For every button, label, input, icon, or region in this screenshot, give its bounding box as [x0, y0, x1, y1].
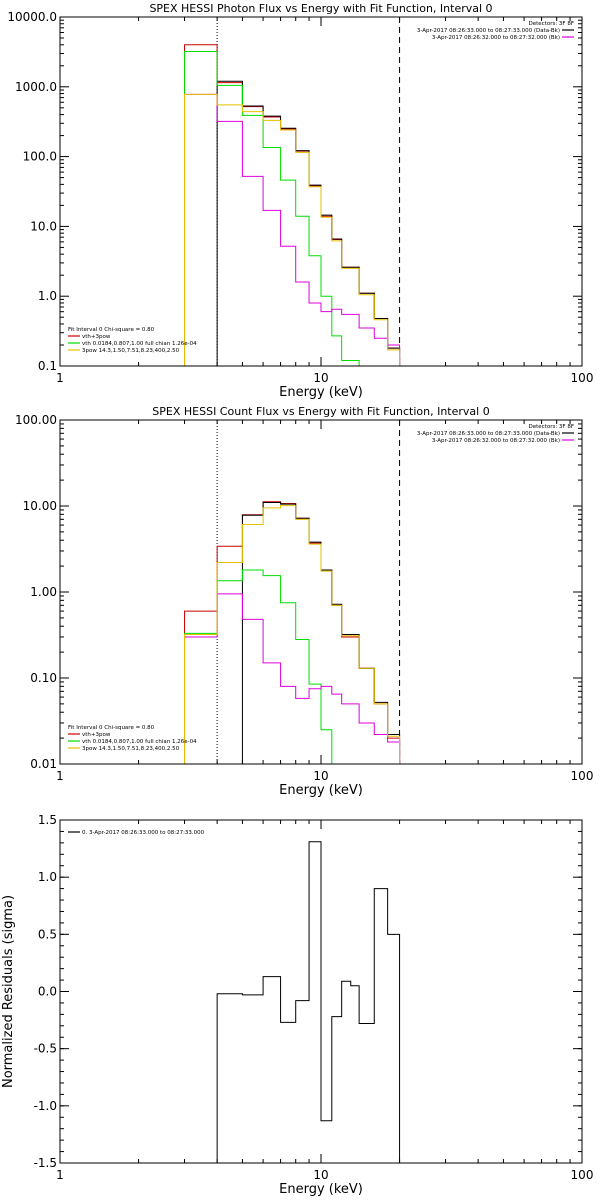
info-line: 3-Apr-2017 08:26:32.000 to 08:27:32.000 … — [432, 35, 560, 41]
info-line: Detectors: 3F 8F — [528, 21, 574, 27]
y-tick-label: 1.5 — [38, 813, 57, 827]
y-tick-label: 0.5 — [38, 927, 57, 941]
y-tick-label: -1.5 — [34, 1156, 57, 1170]
series-thermal-step-line — [184, 51, 360, 366]
y-tick-label: 0.0 — [38, 985, 57, 999]
chart-panel-2: SPEX HESSI Count Flux vs Energy with Fit… — [15, 405, 594, 798]
x-tick-label: 1 — [56, 1168, 64, 1182]
legend-entry: 3pow 14.3,1.50,7.51,8.23,400,2.50 — [82, 348, 180, 354]
info-box: Detectors: 3F 8F3-Apr-2017 08:26:33.000 … — [417, 424, 574, 444]
x-tick-label: 1 — [56, 769, 64, 783]
legend-entry: 3pow 14.3,1.50,7.51,8.23,400,2.50 — [82, 746, 180, 752]
series-total_model-step-line — [184, 93, 401, 366]
series-group — [216, 841, 401, 1163]
x-tick-label: 100 — [571, 1168, 594, 1182]
x-tick-label: 100 — [571, 371, 594, 385]
series-group — [184, 44, 401, 366]
y-tick-label: 100.0 — [23, 150, 57, 164]
y-tick-label: 10000.0 — [7, 10, 57, 24]
plot-frame — [59, 419, 583, 765]
legend: Fit Interval 0 Chi-square = 0.80vth+3pow… — [68, 725, 197, 752]
y-tick-label: 0.1 — [38, 359, 57, 373]
series-nonthermal-step-line — [184, 593, 401, 764]
y-tick-label: 1.0 — [38, 870, 57, 884]
info-box: Detectors: 3F 8F3-Apr-2017 08:26:33.000 … — [417, 21, 574, 41]
x-tick-label: 10 — [313, 1168, 328, 1182]
x-axis-label: Energy (keV) — [279, 385, 363, 400]
y-tick-label: 1.00 — [30, 585, 57, 599]
legend-entry: vth 0.0184,0.807,1.00 full chian 1.26e-0… — [82, 341, 197, 347]
series-nonthermal-step-line — [184, 93, 401, 366]
x-tick-label: 10 — [313, 371, 328, 385]
info-line: Detectors: 3F 8F — [528, 424, 574, 430]
y-tick-label: 0.01 — [30, 757, 57, 771]
legend-entry: Fit Interval 0 Chi-square = 0.80 — [68, 725, 155, 731]
chart-title: SPEX HESSI Photon Flux vs Energy with Fi… — [149, 2, 492, 15]
x-tick-label: 1 — [56, 371, 64, 385]
info-line: 3-Apr-2017 08:26:32.000 to 08:27:32.000 … — [432, 438, 560, 444]
legend: Fit Interval 0 Chi-square = 0.80vth+3pow… — [68, 327, 197, 354]
y-tick-label: 10.00 — [23, 499, 57, 513]
series-data-step-line — [241, 501, 401, 764]
chart-panel-3: -1.5 -1.0 -0.5 0.0 0.5 1.0 1.5 1 10 100 Energy (ke… — [1, 813, 593, 1197]
plot-frame — [59, 819, 583, 1164]
info-line: 3-Apr-2017 08:26:33.000 to 08:27:33.000 … — [417, 28, 560, 34]
y-tick-label: 10.0 — [30, 219, 57, 233]
y-tick-label: 100.00 — [15, 413, 57, 427]
y-tick-label: -1.0 — [34, 1099, 57, 1113]
legend-entry: vth 0.0184,0.807,1.00 full chian 1.26e-0… — [82, 739, 197, 745]
series-group — [184, 501, 401, 764]
series-total_model-step-line — [184, 505, 401, 764]
x-tick-label: 10 — [313, 769, 328, 783]
series-data-step-line — [216, 841, 401, 1163]
y-tick-label: 1000.0 — [15, 80, 57, 94]
x-axis-label: Energy (keV) — [279, 783, 363, 798]
y-tick-label: -0.5 — [34, 1042, 57, 1056]
y-axis-label: Normalized Residuals (sigma) — [1, 895, 16, 1088]
info-line: 3-Apr-2017 08:26:33.000 to 08:27:33.000 … — [417, 431, 560, 437]
legend: 0. 3-Apr-2017 08:26:33.000 to 08:27:33.0… — [68, 830, 205, 836]
x-tick-label: 100 — [571, 769, 594, 783]
y-tick-label: 0.10 — [30, 671, 57, 685]
plot-frame — [59, 16, 583, 367]
chart-panel-1: SPEX HESSI Photon Flux vs Energy with Fi… — [7, 2, 594, 400]
legend-entry: vth+3pow — [82, 334, 111, 340]
series-thermal-step-line — [184, 569, 333, 764]
y-tick-label: 1.0 — [38, 289, 57, 303]
legend-entry: vth+3pow — [82, 732, 111, 738]
chart-title: SPEX HESSI Count Flux vs Energy with Fit… — [152, 405, 489, 418]
series-data-step-line — [216, 80, 401, 366]
legend-entry: 0. 3-Apr-2017 08:26:33.000 to 08:27:33.0… — [82, 830, 205, 836]
x-axis-label: Energy (keV) — [279, 1182, 363, 1197]
legend-entry: Fit Interval 0 Chi-square = 0.80 — [68, 327, 155, 333]
